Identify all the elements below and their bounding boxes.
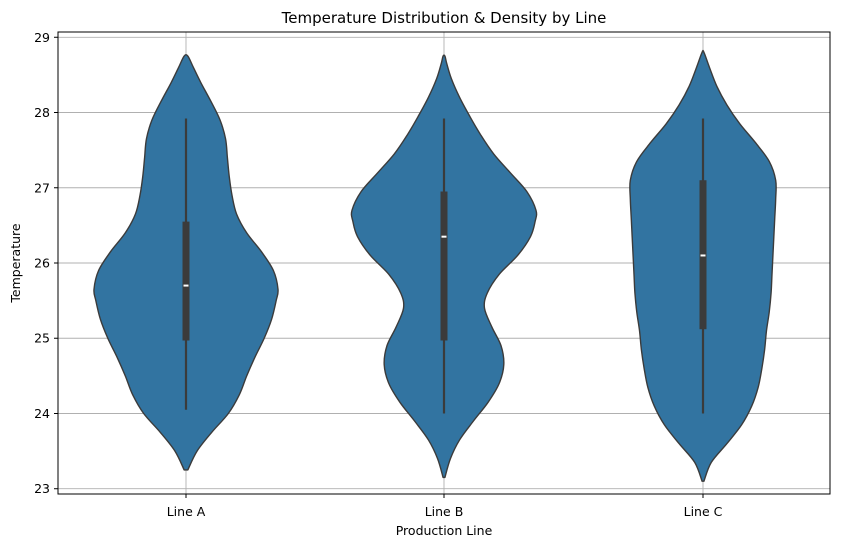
violin-iqr-box (182, 221, 190, 341)
x-axis-label: Production Line (396, 523, 493, 538)
x-tick-label: Line B (425, 504, 464, 519)
chart-title: Temperature Distribution & Density by Li… (281, 9, 607, 27)
y-tick-label: 29 (34, 30, 50, 45)
y-tick-label: 25 (34, 331, 50, 346)
y-tick-label: 27 (34, 180, 50, 195)
y-tick-label: 26 (34, 256, 50, 271)
y-tick-label: 28 (34, 105, 50, 120)
tick-layer: 23 24 25 26 27 28 29 Line A Line B Line C (34, 30, 723, 519)
y-axis-label: Temperature (8, 223, 23, 303)
violin-iqr-box (440, 191, 448, 341)
y-tick-label: 23 (34, 481, 50, 496)
violin-layer (93, 49, 777, 482)
x-tick-label: Line C (684, 504, 723, 519)
y-tick-label: 24 (34, 406, 50, 421)
x-tick-label: Line A (167, 504, 206, 519)
